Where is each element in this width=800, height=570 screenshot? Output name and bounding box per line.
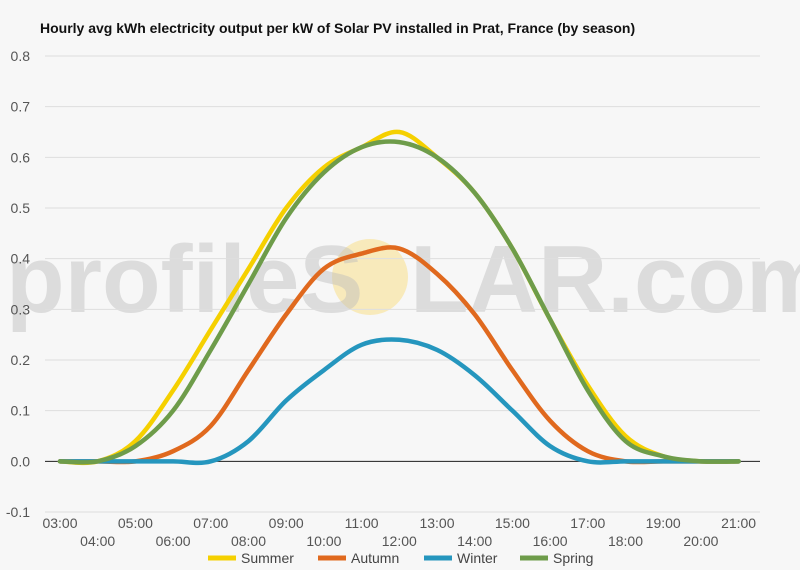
y-tick-label: 0.7 bbox=[11, 99, 31, 115]
watermark-text-right: LAR.com bbox=[410, 226, 800, 333]
x-tick-label: 13:00 bbox=[419, 515, 454, 531]
y-tick-label: 0.5 bbox=[11, 200, 31, 216]
legend-label-spring: Spring bbox=[553, 550, 593, 566]
x-tick-label: 03:00 bbox=[42, 515, 77, 531]
series-line-winter bbox=[57, 337, 741, 466]
x-tick-label: 21:00 bbox=[721, 515, 756, 531]
x-tick-label: 18:00 bbox=[608, 533, 643, 549]
x-tick-label: 04:00 bbox=[80, 533, 115, 549]
legend-label-summer: Summer bbox=[241, 550, 294, 566]
x-tick-label: 19:00 bbox=[646, 515, 681, 531]
grid-lines bbox=[45, 55, 760, 513]
y-tick-label: 0.4 bbox=[11, 251, 31, 267]
watermark-text-left: profileS bbox=[6, 226, 363, 333]
x-tick-label: 14:00 bbox=[457, 533, 492, 549]
series-line-summer bbox=[57, 129, 741, 466]
x-tick-label: 11:00 bbox=[345, 515, 379, 531]
legend-label-autumn: Autumn bbox=[351, 550, 399, 566]
y-tick-label: 0.2 bbox=[11, 352, 31, 368]
x-tick-label: 10:00 bbox=[306, 533, 341, 549]
y-tick-label: 0.1 bbox=[11, 403, 31, 419]
x-tick-label: 20:00 bbox=[683, 533, 718, 549]
y-tick-label: -0.1 bbox=[6, 504, 30, 520]
y-axis-ticks: -0.1 0.0 0.1 0.2 0.3 0.4 0.5 0.6 0.7 0.8 bbox=[6, 48, 30, 520]
x-tick-label: 08:00 bbox=[231, 533, 266, 549]
x-tick-label: 15:00 bbox=[495, 515, 530, 531]
x-tick-label: 12:00 bbox=[382, 533, 417, 549]
x-tick-label: 06:00 bbox=[156, 533, 191, 549]
y-tick-label: 0.0 bbox=[11, 453, 31, 469]
legend-label-winter: Winter bbox=[457, 550, 498, 566]
x-tick-label: 17:00 bbox=[570, 515, 605, 531]
series-lines bbox=[57, 129, 741, 466]
x-tick-label: 16:00 bbox=[533, 533, 568, 549]
y-tick-label: 0.6 bbox=[11, 149, 31, 165]
y-tick-label: 0.3 bbox=[11, 301, 31, 317]
series-line-spring bbox=[57, 139, 741, 465]
x-tick-label: 09:00 bbox=[269, 515, 304, 531]
chart-title: Hourly avg kWh electricity output per kW… bbox=[40, 20, 635, 36]
y-tick-label: 0.8 bbox=[11, 48, 31, 64]
watermark: profileS LAR.com bbox=[6, 226, 800, 333]
x-tick-label: 07:00 bbox=[193, 515, 228, 531]
legend: Summer Autumn Winter Spring bbox=[208, 550, 593, 566]
x-tick-label: 05:00 bbox=[118, 515, 153, 531]
x-axis-ticks: 03:0004:0005:0006:0007:0008:0009:0010:00… bbox=[42, 515, 756, 549]
